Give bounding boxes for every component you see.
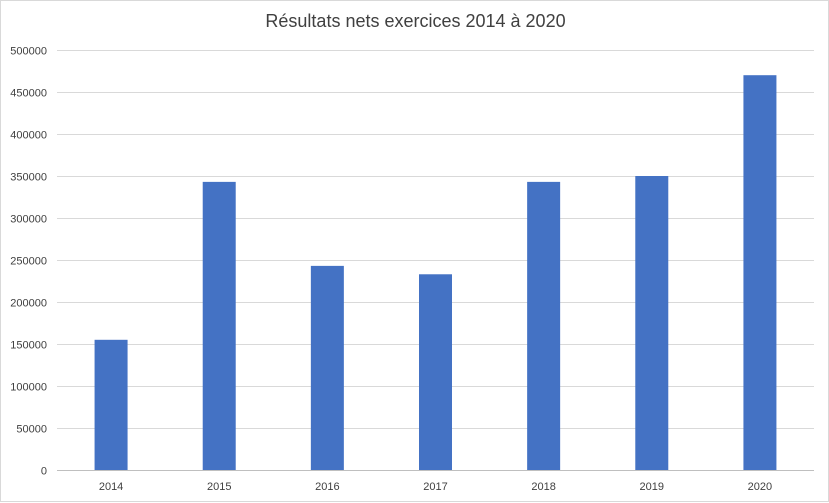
y-tick-label: 450000 <box>10 88 47 100</box>
x-tick-label: 2014 <box>99 481 123 493</box>
bar-2016 <box>310 265 344 470</box>
x-tick-label: 2016 <box>315 481 339 493</box>
bar-2020 <box>743 75 777 470</box>
bar-2019 <box>635 176 669 470</box>
x-tick-label: 2017 <box>423 481 447 493</box>
bars <box>94 75 777 470</box>
bar-2015 <box>202 181 236 470</box>
y-tick-label: 250000 <box>10 256 47 268</box>
x-tick-label: 2018 <box>531 481 555 493</box>
x-tick-label: 2020 <box>748 481 772 493</box>
y-tick-label: 50000 <box>16 424 47 436</box>
y-tick-label: 500000 <box>10 46 47 58</box>
bar-2018 <box>527 181 561 470</box>
x-axis-ticks: 2014 2015 2016 2017 2018 2019 2020 <box>99 481 772 493</box>
bar-2017 <box>419 274 452 470</box>
y-tick-label: 350000 <box>10 172 47 184</box>
y-tick-label: 400000 <box>10 130 47 142</box>
y-tick-label: 300000 <box>10 214 47 226</box>
x-tick-label: 2015 <box>207 481 231 493</box>
bar-2014 <box>94 339 128 470</box>
y-tick-label: 0 <box>41 466 47 478</box>
y-tick-label: 100000 <box>10 382 47 394</box>
x-tick-label: 2019 <box>640 481 664 493</box>
y-tick-label: 150000 <box>10 340 47 352</box>
y-axis-ticks: 0 50000 100000 150000 200000 250000 300000 3500… <box>10 46 47 478</box>
chart-title: Résultats nets exercices 2014 à 2020 <box>265 11 566 31</box>
y-tick-label: 200000 <box>10 298 47 310</box>
